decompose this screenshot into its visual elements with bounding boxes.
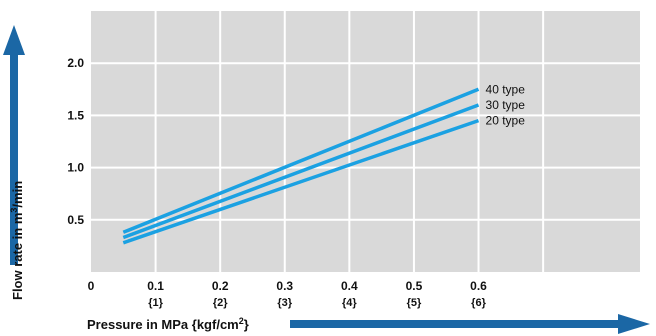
x-tick-sublabel: {1}: [148, 297, 163, 309]
x-tick-sublabel: {2}: [213, 297, 228, 309]
x-tick-label: 0.5: [406, 279, 423, 293]
y-tick-label: 1.5: [67, 108, 84, 122]
x-tick-label: 0.1: [147, 279, 164, 293]
x-tick-label: 0: [88, 279, 95, 293]
x-tick-label: 0.3: [276, 279, 293, 293]
series-line: [122, 103, 480, 240]
x-tick-sublabel: {6}: [471, 297, 486, 309]
plot-area: [91, 11, 640, 272]
x-tick-sublabel: {5}: [407, 297, 422, 309]
y-axis-arrow-icon: [3, 25, 25, 265]
x-tick-labels: 0 0.1 {1} 0.2 {2} 0.3 {3} 0.4 {4} 0.5 {5} 0.6 {6}: [88, 279, 488, 309]
x-tick-label: 0.4: [341, 279, 358, 293]
series-label: 30 type: [486, 98, 526, 112]
y-axis-label: Flow rate in m3/min: [9, 181, 25, 300]
x-tick-label: 0.6: [470, 279, 487, 293]
y-tick-label: 0.5: [67, 213, 84, 227]
series-group: 40 type 30 type 20 type: [122, 82, 526, 245]
x-axis-label: Pressure in MPa {kgf/cm2}: [87, 316, 249, 332]
x-axis-arrow-icon: [290, 314, 650, 334]
y-tick-label: 1.0: [67, 161, 84, 175]
x-tick-label: 0.2: [212, 279, 229, 293]
x-tick-sublabel: {4}: [342, 297, 357, 309]
y-tick-label: 2.0: [67, 56, 84, 70]
y-tick-labels: 0.5 1.0 1.5 2.0: [67, 56, 84, 227]
x-tick-sublabel: {3}: [277, 297, 292, 309]
series-line: [122, 118, 480, 245]
series-line: [122, 87, 480, 234]
series-label: 40 type: [486, 82, 526, 96]
series-label: 20 type: [486, 114, 526, 128]
